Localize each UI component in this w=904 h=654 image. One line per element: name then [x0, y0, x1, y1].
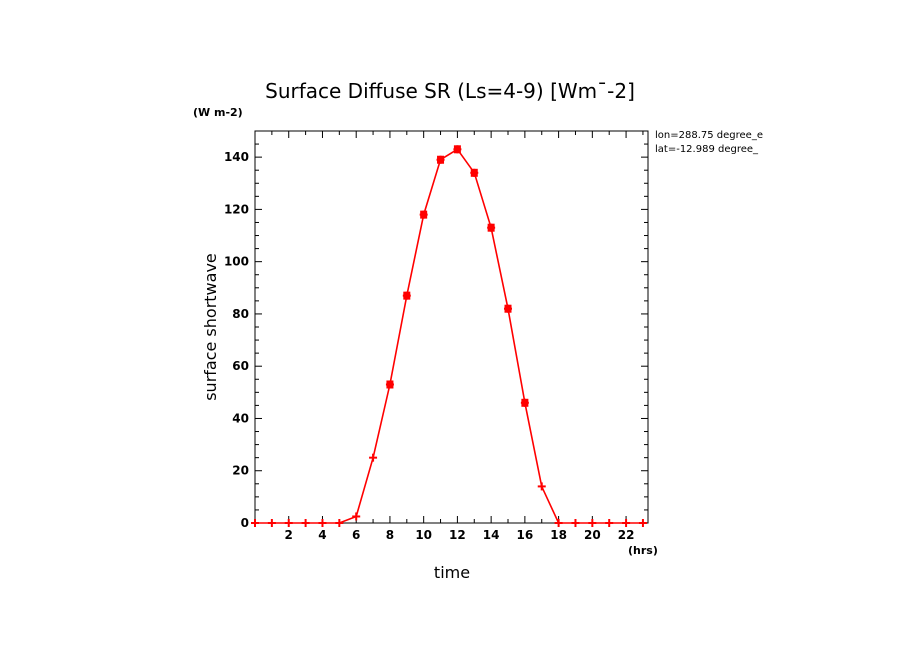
data-point	[284, 519, 293, 527]
x-tick-label: 2	[285, 528, 293, 542]
y-axis-title: surface shortwave	[201, 253, 220, 401]
data-point	[453, 145, 462, 154]
data-point	[369, 453, 378, 462]
x-tick-label: 4	[318, 528, 326, 542]
x-tick-label: 6	[352, 528, 360, 542]
y-tick-label: 60	[232, 359, 249, 373]
data-series	[251, 145, 647, 527]
data-point	[251, 519, 259, 527]
x-axis-title: time	[434, 563, 470, 582]
data-point	[335, 519, 344, 527]
x-tick-label: 14	[483, 528, 500, 542]
x-tick-label: 18	[550, 528, 567, 542]
plot-frame	[254, 130, 649, 524]
y-tick-label: 120	[224, 202, 249, 216]
lat-annotation: lat=-12.989 degree_	[655, 144, 759, 155]
x-tick-label: 16	[517, 528, 534, 542]
chart-title: Surface Diffuse SR (Ls=4-9) [Wm¯-2]	[265, 79, 635, 103]
lon-annotation: lon=288.75 degree_e	[655, 130, 763, 141]
y-tick-label: 0	[241, 516, 249, 530]
data-point	[588, 519, 597, 527]
y-tick-label: 140	[224, 150, 249, 164]
data-point	[504, 304, 513, 313]
data-point	[554, 519, 563, 527]
data-point	[402, 291, 411, 300]
data-point	[318, 519, 327, 527]
y-tick-label: 80	[232, 307, 249, 321]
data-point	[520, 398, 529, 407]
data-point	[436, 155, 445, 164]
data-point	[537, 482, 546, 491]
x-tick-label: 12	[449, 528, 466, 542]
y-units-label: (W m-2)	[193, 106, 243, 119]
y-tick-label: 40	[232, 411, 249, 425]
data-point	[419, 210, 428, 219]
data-point	[267, 519, 276, 527]
data-point	[622, 519, 631, 527]
data-point	[352, 512, 361, 521]
x-tick-label: 8	[386, 528, 394, 542]
data-point	[487, 223, 496, 232]
y-axis-ticks: 0 20 40 60 80 100 120 140	[224, 130, 648, 530]
data-point	[385, 380, 394, 389]
data-point	[571, 519, 580, 527]
x-tick-label: 20	[584, 528, 601, 542]
data-point	[470, 168, 479, 177]
y-tick-label: 20	[232, 464, 249, 478]
data-point	[301, 519, 310, 527]
x-tick-label: 10	[415, 528, 432, 542]
x-tick-label: 22	[618, 528, 635, 542]
y-tick-label: 100	[224, 255, 249, 269]
data-point	[638, 519, 647, 527]
x-axis-ticks: 2 4 6 8 10 12 14 16 18 20 22	[271, 131, 644, 542]
series-line	[255, 148, 643, 524]
data-point	[605, 519, 614, 527]
x-units-label: (hrs)	[628, 544, 658, 557]
